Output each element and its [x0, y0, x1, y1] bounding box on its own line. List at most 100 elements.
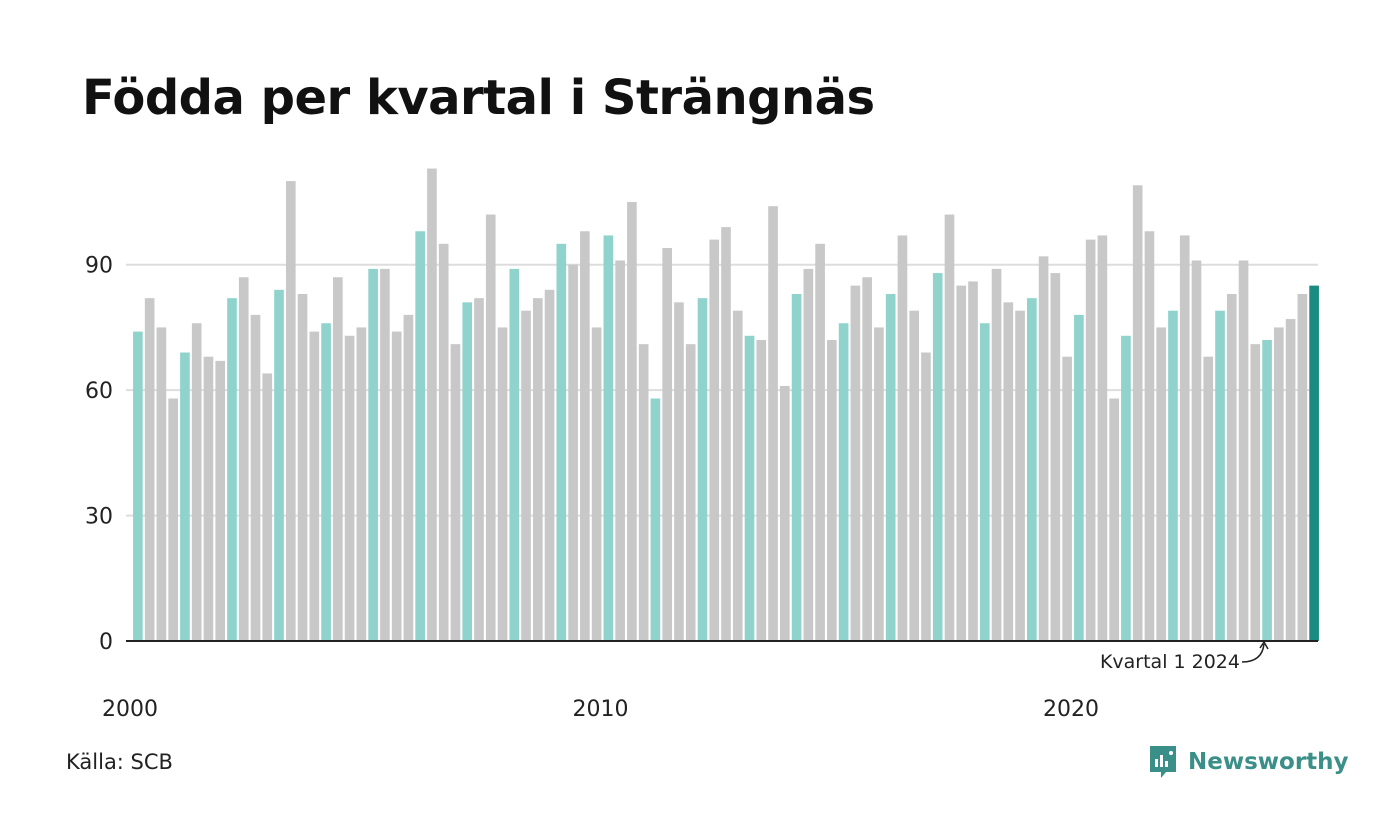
x-tick-label: 2000: [102, 697, 158, 722]
bar: 2022 K4: 68: [1203, 356, 1214, 641]
bar: 2022 K1: 79: [1168, 310, 1178, 641]
bar: 2004 K2: 87: [333, 277, 343, 641]
bar: 2020 K1: 78: [1074, 314, 1084, 641]
bar: 2010 K4: 71: [638, 344, 649, 641]
bar: 2011 K2: 94: [662, 247, 673, 641]
bar: 2007 K1: 81: [462, 302, 473, 641]
bar: 2005 K4: 78: [403, 314, 414, 641]
bar: 2010 K3: 105: [627, 201, 637, 641]
bar: 2019 K2: 92: [1038, 256, 1049, 641]
bar: 2016 K1: 83: [885, 293, 896, 641]
bar: 2001 K3: 68: [203, 356, 214, 641]
bar: 2011 K4: 71: [685, 344, 696, 641]
bar: 2003 K3: 83: [297, 293, 308, 641]
bar: 2001 K1: 69: [180, 352, 190, 641]
y-tick-label: 0: [99, 630, 113, 655]
bar: 2016 K2: 97: [897, 235, 908, 642]
bar: 2000 K4: 58: [168, 398, 178, 641]
bar: undefined: 75: [1274, 327, 1284, 641]
bar: 2023 K4: 71: [1250, 344, 1261, 641]
bar: 2021 K1: 73: [1121, 335, 1131, 641]
bar: 2000 K3: 75: [156, 327, 167, 641]
bar: 2002 K2: 87: [238, 277, 249, 641]
bar: 2014 K3: 95: [815, 243, 825, 641]
bar: 2014 K4: 72: [827, 339, 837, 641]
bar: 2015 K3: 87: [862, 277, 872, 641]
bar: 2014 K1: 83: [791, 293, 802, 641]
bar: 2007 K2: 82: [474, 298, 484, 641]
bar: 2012 K2: 96: [709, 239, 720, 641]
bar: 2022 K3: 91: [1191, 260, 1202, 641]
bar: 2014 K2: 89: [803, 268, 814, 641]
bar: 2023 K2: 83: [1226, 293, 1237, 641]
bar: 2011 K1: 58: [650, 398, 661, 641]
bar: 2020 K2: 96: [1085, 239, 1096, 641]
bar: 2018 K3: 81: [1003, 302, 1014, 641]
bar: 2018 K2: 89: [991, 268, 1002, 641]
bar: 2021 K3: 98: [1144, 231, 1155, 642]
y-tick-label: 90: [85, 254, 113, 279]
annotation-arrowhead: [1259, 640, 1269, 650]
bar: 2007 K4: 75: [497, 327, 508, 641]
bar: 2004 K4: 75: [356, 327, 367, 641]
bar: 2006 K2: 113: [427, 168, 437, 642]
bar: 2022 K2: 97: [1179, 235, 1190, 642]
bar: 2001 K4: 67: [215, 360, 226, 641]
bar: 2019 K1: 82: [1026, 298, 1037, 641]
bar: 2008 K1: 89: [509, 268, 520, 641]
bar: 2009 K4: 75: [591, 327, 602, 641]
bar: 2004 K3: 73: [344, 335, 355, 641]
bar: 2000 K2: 82: [144, 298, 155, 641]
bar: 2016 K4: 69: [921, 352, 931, 641]
bar: 2003 K1: 84: [274, 289, 284, 641]
bar: 2023 K3: 91: [1238, 260, 1249, 641]
bar: 2006 K4: 71: [450, 344, 461, 641]
bar: 2013 K4: 61: [779, 385, 790, 641]
bar: 2012 K1: 82: [697, 298, 708, 641]
source-text: Källa: SCB: [66, 750, 173, 774]
bar: 2011 K3: 81: [674, 302, 684, 641]
bar: 2017 K3: 85: [956, 285, 967, 641]
bar: 2018 K1: 76: [979, 323, 990, 641]
bar: 2001 K2: 76: [191, 323, 202, 641]
bar: 2005 K1: 89: [368, 268, 378, 641]
bar: undefined: 77: [1285, 319, 1296, 641]
x-tick-label: 2010: [572, 697, 628, 722]
bar: 2019 K4: 68: [1062, 356, 1072, 641]
bar: 2008 K2: 79: [521, 310, 531, 641]
bar: 2007 K3: 102: [485, 214, 496, 641]
bar: 2005 K2: 89: [380, 268, 390, 641]
annotation: Kvartal 1 2024: [1100, 640, 1269, 673]
bar: 2015 K4: 75: [874, 327, 884, 641]
bar: 2017 K4: 86: [968, 281, 978, 641]
bar: 2009 K3: 98: [580, 231, 590, 642]
bar: 2002 K3: 78: [250, 314, 261, 641]
bar: 2003 K4: 74: [309, 331, 320, 641]
x-tick-label: 2020: [1043, 697, 1099, 722]
bar: 2023 K1: 79: [1215, 310, 1225, 641]
annotation-arrow: [1241, 643, 1265, 663]
bar: 2009 K1: 95: [556, 243, 567, 641]
bar: 2017 K1: 88: [932, 273, 943, 641]
bar: 2005 K3: 74: [391, 331, 402, 641]
brand-name: Newsworthy: [1188, 749, 1349, 775]
bar: undefined: 83: [1297, 293, 1308, 641]
annotation-label: Kvartal 1 2024: [1100, 651, 1240, 673]
bar: 2000 K1: 74: [133, 331, 143, 641]
bar: 2024 K1: 72: [1262, 339, 1272, 641]
bar: 2018 K4: 79: [1015, 310, 1025, 641]
bar: 2009 K2: 90: [568, 264, 578, 641]
y-tick-label: 30: [85, 505, 113, 530]
bar: 2012 K4: 79: [732, 310, 743, 641]
bar: 2020 K3: 97: [1097, 235, 1108, 642]
bar: 2021 K4: 75: [1156, 327, 1167, 641]
brand-logo[interactable]: Newsworthy: [1148, 742, 1349, 782]
bar: 2017 K2: 102: [944, 214, 955, 641]
bar: 2021 K2: 109: [1132, 185, 1143, 641]
bar: 2008 K3: 82: [532, 298, 543, 641]
bar: 2012 K3: 99: [721, 227, 731, 642]
chart-title: Födda per kvartal i Strängnäs: [82, 70, 875, 126]
bar: 2020 K4: 58: [1109, 398, 1119, 641]
bar: 2008 K4: 84: [544, 289, 555, 641]
bar: 2015 K1: 76: [838, 323, 849, 641]
